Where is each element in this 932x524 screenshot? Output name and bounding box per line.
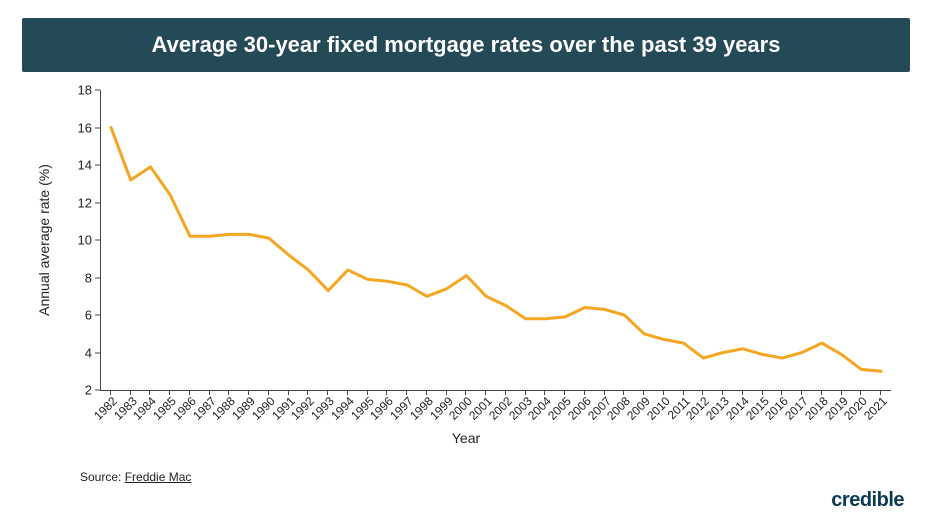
y-tick-mark	[95, 352, 100, 353]
y-tick-mark	[95, 202, 100, 203]
brand-logo: credible	[831, 489, 904, 512]
y-tick-mark	[95, 390, 100, 391]
y-tick-mark	[95, 165, 100, 166]
y-tick-label: 4	[22, 345, 92, 360]
y-tick-label: 10	[22, 233, 92, 248]
chart-container: Average 30-year fixed mortgage rates ove…	[0, 0, 932, 524]
y-tick-mark	[95, 240, 100, 241]
chart-area: Annual average rate (%) Year 24681012141…	[22, 90, 910, 420]
y-tick-label: 6	[22, 308, 92, 323]
y-tick-mark	[95, 90, 100, 91]
source-attribution: Source: Freddie Mac	[80, 470, 191, 484]
y-tick-label: 16	[22, 120, 92, 135]
x-axis-label: Year	[452, 430, 480, 446]
y-tick-label: 12	[22, 195, 92, 210]
y-tick-mark	[95, 277, 100, 278]
y-tick-label: 14	[22, 158, 92, 173]
y-tick-label: 18	[22, 83, 92, 98]
y-tick-label: 8	[22, 270, 92, 285]
y-tick-mark	[95, 315, 100, 316]
source-label: Source:	[80, 470, 125, 484]
brand-text-a: cred	[831, 489, 871, 511]
brand-text-b: ible	[872, 489, 904, 511]
source-name: Freddie Mac	[125, 470, 192, 484]
chart-title: Average 30-year fixed mortgage rates ove…	[22, 18, 910, 72]
y-tick-label: 2	[22, 383, 92, 398]
plot-area	[100, 90, 891, 391]
y-tick-mark	[95, 127, 100, 128]
line-series	[101, 90, 891, 390]
